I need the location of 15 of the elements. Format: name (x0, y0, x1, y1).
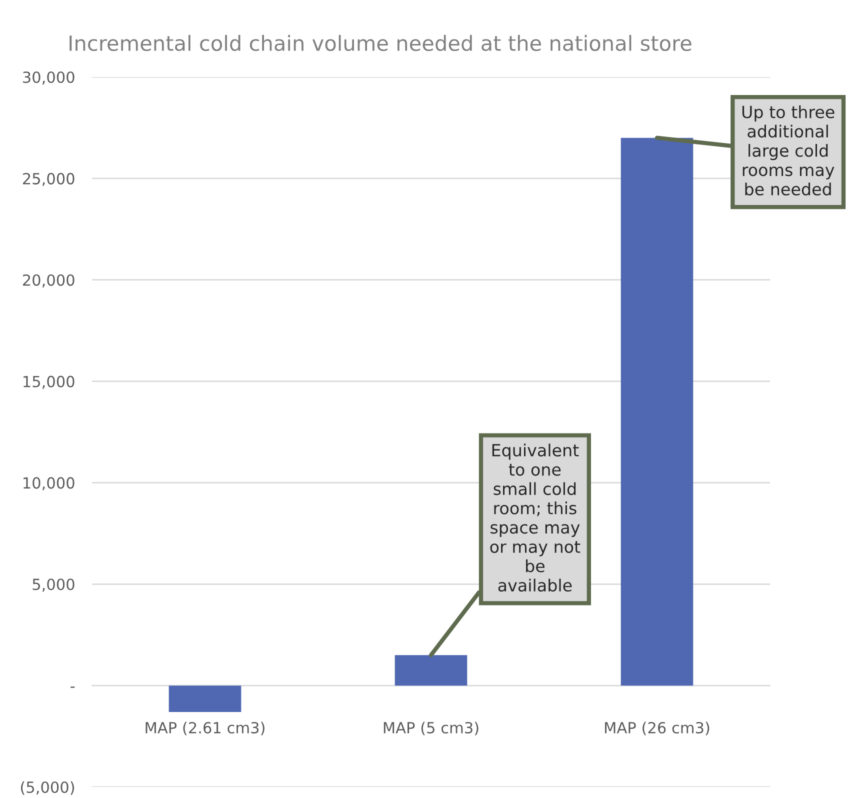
y-tick-label: 15,000 (24, 376, 74, 389)
chart-title: Incremental cold chain volume needed at the national store (70, 34, 692, 52)
x-tick-label: MAP (5 cm3) (384, 722, 478, 736)
x-tick-label: MAP (2.61 cm3) (146, 722, 264, 736)
y-tick-label: 30,000 (23, 71, 74, 85)
y-tick-label: (5,000) (20, 781, 74, 795)
annotation: Up to three additional large cold rooms may be needed (742, 105, 834, 196)
y-tick-label: 20,000 (22, 274, 74, 288)
y-tick-label: 25,000 (22, 172, 74, 186)
y-tick-label: 5,000 (32, 578, 74, 592)
bar (168, 686, 242, 712)
y-tick-label: 10,000 (24, 477, 74, 490)
y-tick-label: - (70, 686, 75, 688)
annotation: Equivalent to one small cold room; this space may or may not be available (490, 444, 580, 592)
x-tick-label: MAP (26 cm3) (605, 722, 710, 736)
